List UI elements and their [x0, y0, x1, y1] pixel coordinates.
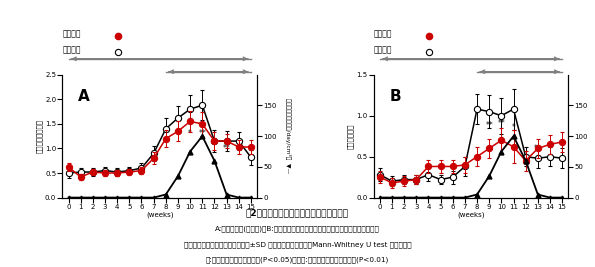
Text: *: * — [188, 129, 192, 138]
Text: 値はそれぞれ週のスコアの平均値±SD で表した。統計処理はMann-Whitney U test で行った。: 値はそれぞれ週のスコアの平均値±SD で表した。統計処理はMann-Whitne… — [184, 242, 411, 248]
Text: **: ** — [223, 144, 230, 153]
Y-axis label: スギ花粉飛散数（個/day/cm³）  ▼—: スギ花粉飛散数（個/day/cm³） ▼— — [285, 99, 291, 174]
X-axis label: (weeks): (weeks) — [457, 211, 485, 218]
Text: **: ** — [534, 144, 541, 153]
Text: **: ** — [486, 121, 493, 131]
Text: 短期飲用: 短期飲用 — [62, 45, 81, 54]
Text: 長期飲用: 長期飲用 — [374, 29, 392, 38]
Text: A: A — [78, 89, 90, 104]
Text: B: B — [389, 89, 401, 104]
Text: 長期飲用: 長期飲用 — [62, 29, 81, 38]
Text: **: ** — [198, 129, 206, 138]
Y-axis label: 鼻かみ回数スコア: 鼻かみ回数スコア — [36, 119, 42, 153]
Text: 図2　花粉症状に与える飲用開始期の影響: 図2 花粉症状に与える飲用開始期の影響 — [246, 208, 349, 217]
Text: *: * — [512, 123, 515, 132]
Text: 短期飲用: 短期飲用 — [374, 45, 392, 54]
Y-axis label: 咍頭痛スコア: 咍頭痛スコア — [347, 123, 353, 149]
Text: A:鼻かみ回数(鼻汁量)、B:咍頭痛。スコアは上にいくほど悪化することを示す。: A:鼻かみ回数(鼻汁量)、B:咍頭痛。スコアは上にいくほど悪化することを示す。 — [215, 226, 380, 232]
Text: **: ** — [497, 119, 505, 128]
X-axis label: (weeks): (weeks) — [146, 211, 174, 218]
Text: ＊:短期飲用群と有意差あり(P<0.05)、＊＊:短期飲用群と有意差あり(P<0.01): ＊:短期飲用群と有意差あり(P<0.05)、＊＊:短期飲用群と有意差あり(P<0… — [206, 257, 389, 264]
